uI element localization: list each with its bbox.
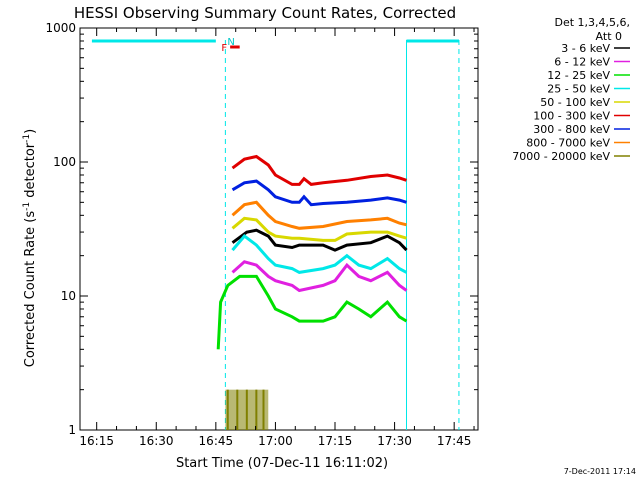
legend-label-4: 50 - 100 keV bbox=[540, 96, 610, 109]
y-tick-label: 1000 bbox=[45, 21, 76, 35]
y-axis-label-end: ) bbox=[23, 129, 38, 134]
x-tick-label: 16:15 bbox=[79, 434, 114, 448]
series-line-6 bbox=[231, 179, 407, 207]
legend-label-0: 3 - 6 keV bbox=[561, 42, 610, 55]
y-axis-label: Corrected Count Rate (s-1 detector-1) bbox=[22, 129, 38, 367]
legend-label-2: 12 - 25 keV bbox=[547, 69, 610, 82]
series-line-4 bbox=[231, 216, 407, 242]
legend-label-8: 7000 - 20000 keV bbox=[512, 150, 610, 163]
series-line-2 bbox=[216, 274, 408, 350]
x-tick-label: 17:30 bbox=[377, 434, 412, 448]
series-line-0 bbox=[231, 228, 408, 252]
legend-label-3: 25 - 50 keV bbox=[547, 83, 610, 96]
legend-label-7: 800 - 7000 keV bbox=[526, 137, 610, 150]
y-axis-label-sup1: -1 bbox=[22, 202, 32, 211]
chart-title: HESSI Observing Summary Count Rates, Cor… bbox=[74, 4, 456, 22]
y-tick-label: 1 bbox=[68, 423, 76, 437]
y-axis-label-sup2: -1 bbox=[22, 134, 32, 143]
legend-header-1: Det 1,3,4,5,6, bbox=[554, 16, 630, 29]
legend-header-2: Att 0 bbox=[596, 30, 622, 43]
x-tick-label: 17:00 bbox=[258, 434, 293, 448]
y-tick-label: 10 bbox=[61, 289, 76, 303]
legend-label-1: 6 - 12 keV bbox=[554, 56, 610, 69]
legend-label-6: 300 - 800 keV bbox=[533, 123, 610, 136]
y-axis-label-mid: detector bbox=[23, 142, 38, 202]
x-tick-label: 17:45 bbox=[437, 434, 472, 448]
annotation-f: F bbox=[221, 43, 227, 54]
y-axis-label-main: Corrected Count Rate (s bbox=[23, 211, 38, 368]
annotation-n: N bbox=[227, 37, 234, 48]
plot-frame bbox=[79, 27, 479, 431]
legend-label-5: 100 - 300 keV bbox=[533, 110, 610, 123]
x-tick-label: 16:30 bbox=[139, 434, 174, 448]
footer-timestamp: 7-Dec-2011 17:14 bbox=[564, 467, 636, 476]
series-fill-8 bbox=[225, 389, 269, 430]
x-axis-label: Start Time (07-Dec-11 16:11:02) bbox=[176, 456, 388, 471]
plot-area: NF bbox=[79, 27, 479, 431]
series-line-1 bbox=[231, 260, 408, 293]
y-tick-label: 100 bbox=[53, 155, 76, 169]
x-tick-label: 17:15 bbox=[318, 434, 353, 448]
x-axis: 16:15 16:30 16:45 17:00 17:15 17:30 17:45 bbox=[79, 28, 475, 448]
series-line-3 bbox=[231, 234, 408, 274]
series-line-7 bbox=[231, 200, 407, 230]
x-tick-label: 16:45 bbox=[199, 434, 234, 448]
y-axis: 1 10 100 1000 bbox=[45, 21, 478, 437]
series-line-5 bbox=[231, 154, 407, 186]
